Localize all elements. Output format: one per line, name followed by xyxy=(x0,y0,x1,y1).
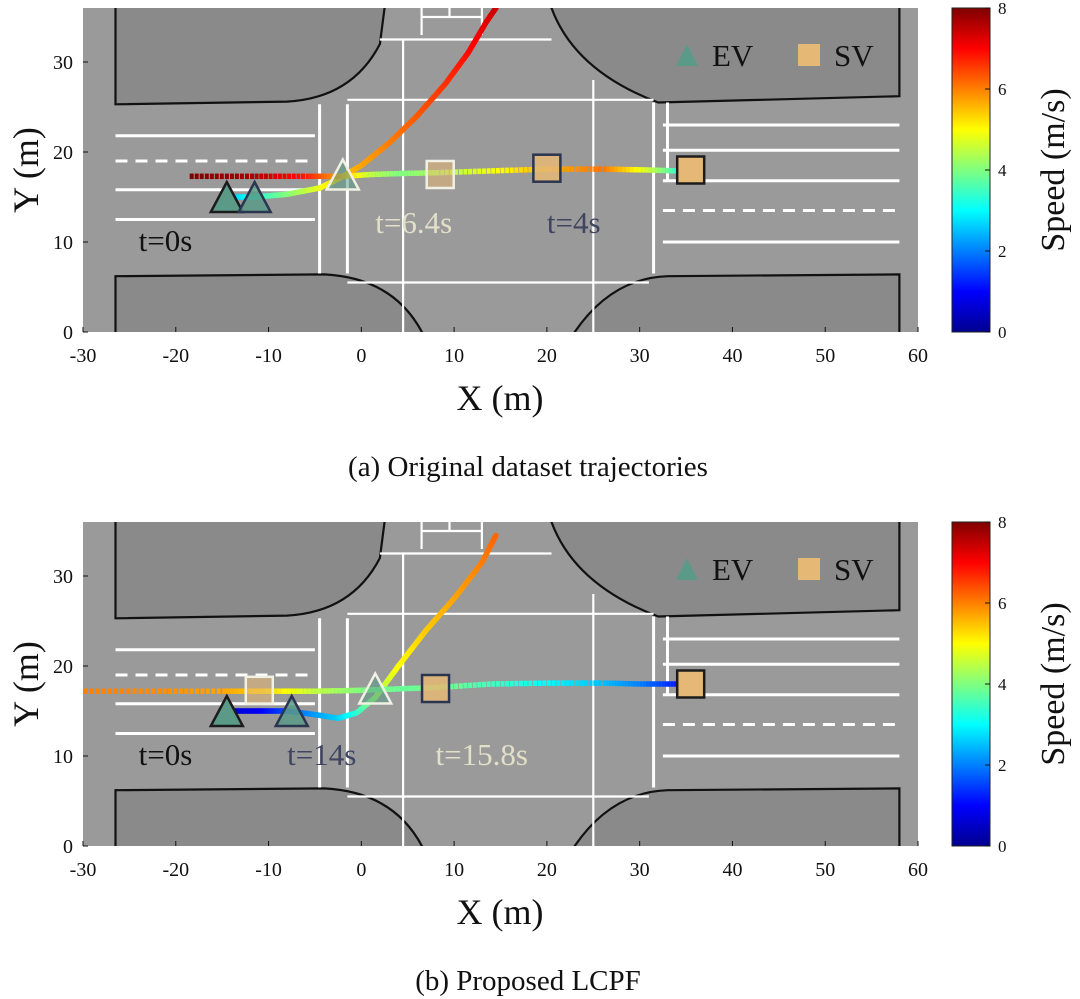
y-tick-label: 0 xyxy=(63,322,73,344)
x-tick-label: -30 xyxy=(70,345,97,367)
colorbar-gradient xyxy=(951,521,991,847)
sv-marker xyxy=(675,155,706,185)
top-island xyxy=(420,8,483,35)
y-tick-label: 10 xyxy=(53,232,73,254)
time-annotation: t=0s xyxy=(139,737,193,772)
sv-marker xyxy=(244,675,275,706)
corner-block-top-left xyxy=(114,8,386,106)
y-tick-label: 30 xyxy=(53,566,73,588)
x-axis-label: X (m) xyxy=(457,892,544,932)
x-tick-label: 40 xyxy=(722,345,742,367)
x-tick-label: 60 xyxy=(908,859,928,881)
x-tick-label: 50 xyxy=(815,859,835,881)
x-tick-label: 0 xyxy=(356,859,366,881)
sv-marker xyxy=(420,673,451,704)
x-tick-label: -10 xyxy=(255,345,282,367)
corner-block-bottom-left xyxy=(114,787,424,846)
colorbar-tick-label: 2 xyxy=(998,242,1007,261)
colorbar-tick-label: 2 xyxy=(998,756,1007,775)
trajectory-segment xyxy=(491,532,499,541)
ev-marker xyxy=(357,670,394,705)
sv-marker xyxy=(675,669,706,699)
x-axis-label: X (m) xyxy=(457,378,544,418)
x-tick-label: 50 xyxy=(815,345,835,367)
time-annotation: t=14s xyxy=(287,737,356,772)
road-map xyxy=(114,522,901,846)
x-tick-label: 30 xyxy=(630,859,650,881)
top-island xyxy=(420,522,483,549)
time-annotation: t=6.4s xyxy=(375,205,452,240)
x-tick-label: -20 xyxy=(162,859,189,881)
corner-block-bottom-right xyxy=(573,787,901,846)
ev-marker xyxy=(236,179,273,214)
colorbar-tick-label: 8 xyxy=(998,513,1007,532)
trajectory-segment xyxy=(492,8,499,12)
corner-block-top-right xyxy=(550,522,901,618)
colorbar-tick-label: 6 xyxy=(998,594,1007,613)
x-tick-label: -20 xyxy=(162,345,189,367)
sv-marker xyxy=(425,159,455,190)
road-map xyxy=(114,8,901,332)
x-tick-label: -30 xyxy=(70,859,97,881)
corner-block-top-right xyxy=(550,8,901,104)
x-tick-label: 20 xyxy=(537,859,557,881)
legend-sv-label: SV xyxy=(834,552,874,587)
colorbar-label: Speed (m/s) xyxy=(1035,602,1072,765)
colorbar-tick-label: 6 xyxy=(998,80,1007,99)
y-tick-label: 20 xyxy=(53,142,73,164)
x-tick-label: 10 xyxy=(444,345,464,367)
ev-marker xyxy=(324,156,361,191)
ev-marker xyxy=(208,179,245,214)
legend-ev-icon xyxy=(676,558,698,580)
colorbar-label: Speed (m/s) xyxy=(1035,88,1072,251)
y-tick-label: 10 xyxy=(53,746,73,768)
ev-marker xyxy=(208,693,245,728)
colorbar-tick-label: 4 xyxy=(998,675,1007,694)
legend-ev-label: EV xyxy=(712,38,754,73)
x-tick-label: 60 xyxy=(908,345,928,367)
legend-sv-label: SV xyxy=(834,38,874,73)
colorbar-gradient xyxy=(951,7,991,333)
colorbar-tick-label: 4 xyxy=(998,161,1007,180)
x-tick-label: 20 xyxy=(537,345,557,367)
x-tick-label: 10 xyxy=(444,859,464,881)
colorbar-tick-label: 0 xyxy=(998,837,1007,856)
legend-sv-icon xyxy=(798,44,820,66)
time-annotation: t=15.8s xyxy=(436,737,528,772)
x-tick-label: 30 xyxy=(630,345,650,367)
y-tick-label: 20 xyxy=(53,656,73,678)
figure-caption: (b) Proposed LCPF xyxy=(415,965,641,997)
colorbar-tick-label: 0 xyxy=(998,323,1007,342)
figure-caption: (a) Original dataset trajectories xyxy=(348,451,708,483)
colorbar-tick-label: 8 xyxy=(998,0,1007,18)
legend-ev-label: EV xyxy=(712,552,754,587)
ev-marker xyxy=(273,693,310,728)
x-tick-label: -10 xyxy=(255,859,282,881)
y-axis-label: Y (m) xyxy=(6,641,46,727)
time-annotation: t=0s xyxy=(139,223,193,258)
time-annotation: t=4s xyxy=(547,205,601,240)
corner-block-bottom-left xyxy=(114,273,424,332)
corner-block-top-left xyxy=(114,522,386,620)
y-tick-label: 0 xyxy=(63,836,73,858)
corner-block-bottom-right xyxy=(573,273,901,332)
y-axis-label: Y (m) xyxy=(6,127,46,213)
legend-ev-icon xyxy=(676,44,698,66)
x-tick-label: 40 xyxy=(722,859,742,881)
y-tick-label: 30 xyxy=(53,52,73,74)
x-tick-label: 0 xyxy=(356,345,366,367)
sv-marker xyxy=(532,153,562,183)
legend-sv-icon xyxy=(798,558,820,580)
